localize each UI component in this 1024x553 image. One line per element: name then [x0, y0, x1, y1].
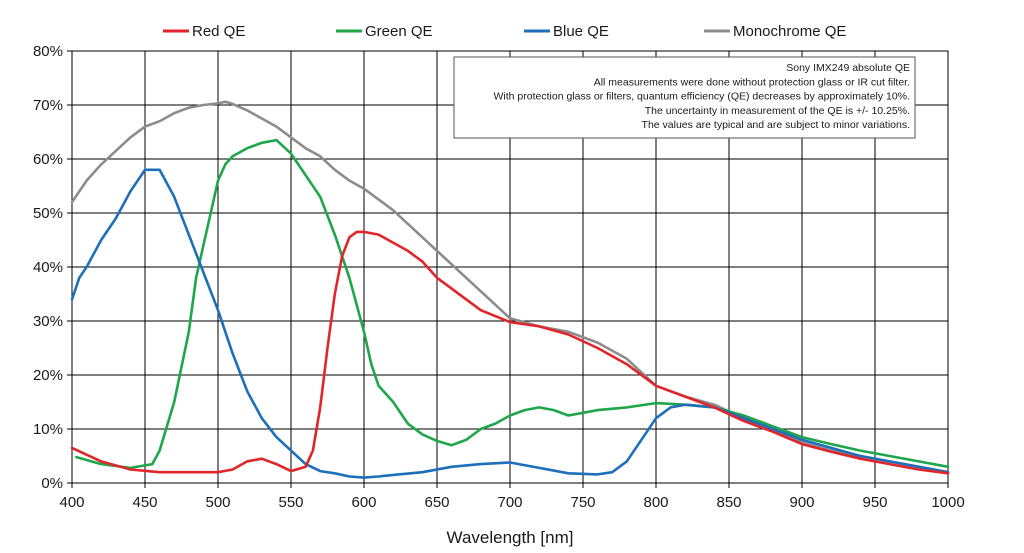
y-tick-label: 0% [41, 475, 63, 492]
annotation-line: The uncertainty in measurement of the QE… [645, 105, 910, 117]
series-lines [70, 100, 950, 479]
x-tick-label: 700 [497, 494, 522, 511]
y-tick-label: 60% [33, 151, 63, 168]
x-axis-title: Wavelength [nm] [447, 528, 574, 547]
y-tick-label: 10% [33, 421, 63, 438]
annotation-box-frame [453, 56, 916, 139]
y-tick-label: 40% [33, 259, 63, 276]
x-tick-label: 850 [716, 494, 741, 511]
x-tick-label: 650 [424, 494, 449, 511]
x-tick-label: 900 [789, 494, 814, 511]
x-tick-label: 750 [570, 494, 595, 511]
annotation-line: All measurements were done without prote… [594, 76, 910, 88]
annotation-box: Sony IMX249 absolute QE All measurements … [453, 56, 916, 139]
y-tick-label: 50% [33, 205, 63, 222]
x-tick-label: 500 [205, 494, 230, 511]
x-tick-label: 600 [351, 494, 376, 511]
y-axis-ticks: 0% 10% 20% 30% 40% 50% 60% 70% 80% [33, 43, 72, 492]
annotation-line: The values are typical and are subject t… [642, 119, 910, 131]
y-tick-label: 20% [33, 367, 63, 384]
plot-frame [71, 50, 949, 484]
legend-label-blue-qe: Blue QE [553, 23, 609, 40]
x-tick-label: 450 [132, 494, 157, 511]
x-axis-ticks: 400 450 500 550 600 650 700 750 800 850 900 950 1000 [59, 483, 965, 511]
x-tick-label: 550 [278, 494, 303, 511]
x-tick-label: 1000 [931, 494, 964, 511]
y-tick-label: 30% [33, 313, 63, 330]
y-tick-label: 70% [33, 97, 63, 114]
legend-label-green-qe: Green QE [365, 23, 433, 40]
annotation-line: With protection glass or filters, quantu… [494, 91, 911, 103]
x-tick-label: 800 [643, 494, 668, 511]
series-line-red-qe [70, 230, 950, 475]
legend-label-monochrome-qe: Monochrome QE [733, 23, 846, 40]
legend-label-red-qe: Red QE [192, 23, 245, 40]
x-tick-label: 950 [862, 494, 887, 511]
x-tick-label: 400 [59, 494, 84, 511]
y-tick-label: 80% [33, 43, 63, 60]
legend: Red QE Green QE Blue QE Monochrome QE [163, 23, 846, 40]
annotation-line: Sony IMX249 absolute QE [786, 62, 910, 74]
series-line-green-qe [75, 138, 950, 470]
